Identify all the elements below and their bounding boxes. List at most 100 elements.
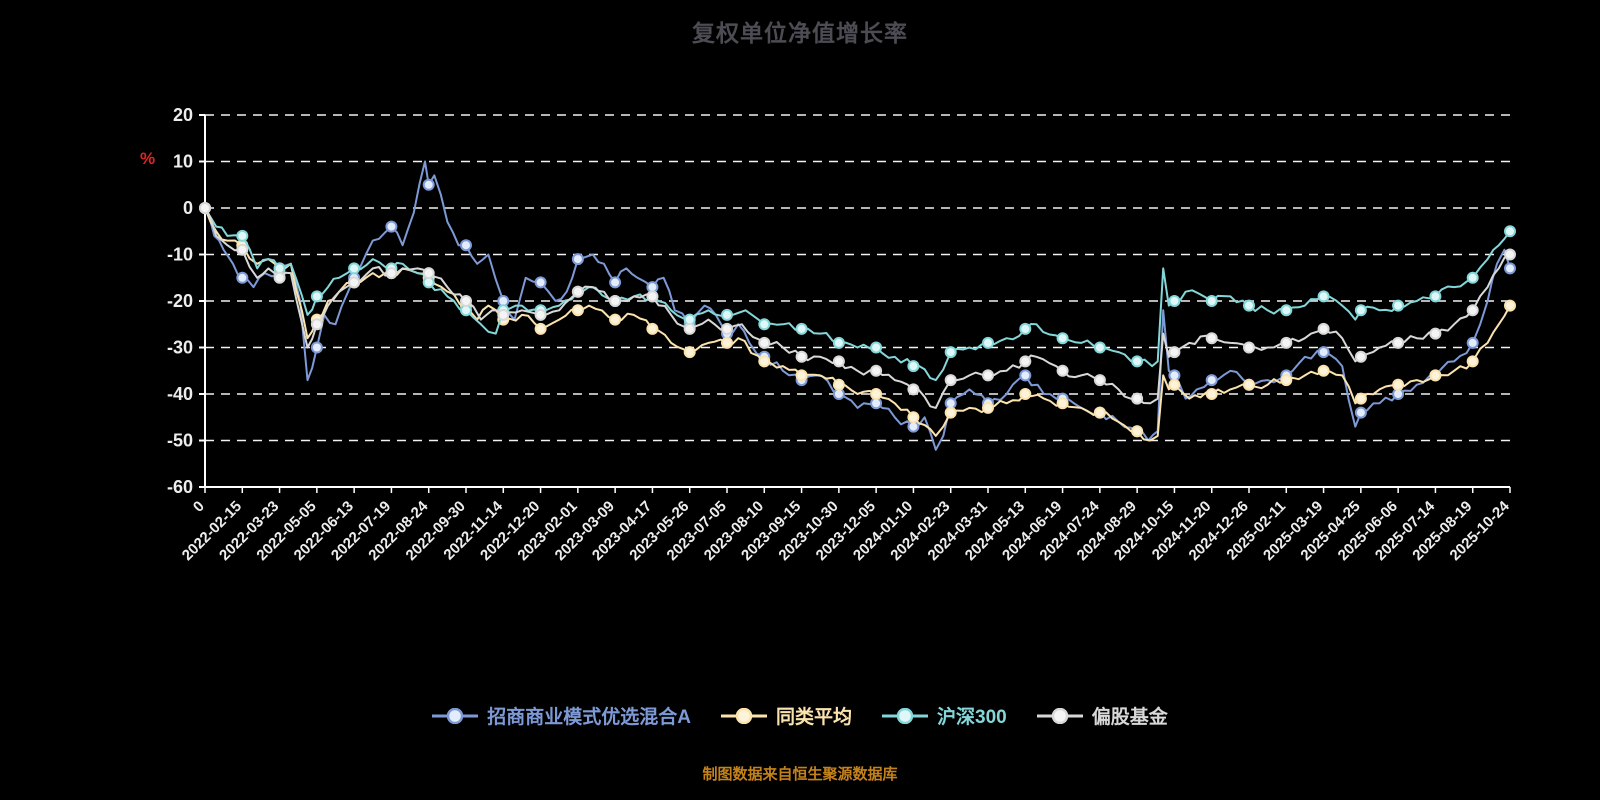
series-marker <box>1205 374 1218 387</box>
series-marker <box>1093 406 1106 419</box>
series-marker <box>646 322 659 335</box>
series-marker <box>944 374 957 387</box>
x-tick-label: 0 <box>190 498 208 516</box>
series-marker <box>1280 304 1293 317</box>
series-marker <box>1205 388 1218 400</box>
y-tick-label: -40 <box>167 384 193 404</box>
chart-title: 复权单位净值增长率 <box>692 20 908 46</box>
series-marker <box>310 318 323 331</box>
series-marker <box>1317 346 1330 359</box>
series-marker <box>460 295 472 307</box>
series-marker <box>1243 378 1255 391</box>
series-marker <box>571 304 584 317</box>
series-marker <box>1317 322 1330 335</box>
series-marker <box>385 267 398 280</box>
series-marker <box>1504 225 1516 238</box>
series-marker <box>907 383 920 396</box>
series-marker <box>721 308 733 321</box>
series-marker <box>422 267 435 280</box>
series-marker <box>721 322 733 335</box>
legend-marker-icon <box>882 707 929 724</box>
series-marker <box>1056 332 1069 345</box>
series-marker <box>534 322 547 335</box>
series-marker <box>1466 355 1479 368</box>
series-marker <box>907 411 920 424</box>
series-marker <box>1429 290 1442 303</box>
series-marker <box>348 276 361 289</box>
series-marker <box>1205 332 1218 345</box>
series-marker <box>795 322 808 335</box>
series-marker <box>1429 327 1442 340</box>
series-marker <box>1056 364 1069 377</box>
series-marker <box>1131 425 1144 438</box>
legend-marker-icon <box>721 707 767 724</box>
series-marker <box>1429 369 1442 382</box>
legend-item-3[interactable]: 偏股基金 <box>1036 702 1168 729</box>
series-marker <box>870 341 883 354</box>
series-marker <box>1056 397 1069 410</box>
series-marker <box>1019 322 1032 335</box>
y-tick-label: 0 <box>183 198 193 218</box>
series-marker <box>646 290 659 303</box>
legend-marker-icon <box>1036 707 1083 724</box>
series-marker <box>199 202 211 214</box>
series-marker <box>683 322 696 335</box>
series-marker <box>832 336 845 349</box>
legend-item-1[interactable]: 同类平均 <box>721 702 852 729</box>
series-marker <box>1504 248 1516 261</box>
series-marker <box>944 346 957 359</box>
series-marker <box>832 355 845 368</box>
series-marker <box>348 262 361 275</box>
series-marker <box>273 271 286 284</box>
series-marker <box>1354 304 1367 317</box>
series-marker <box>870 364 883 377</box>
series-marker <box>870 388 883 400</box>
series-marker <box>385 220 398 233</box>
series-marker <box>460 239 472 252</box>
legend-label: 招商商业模式优选混合A <box>487 707 691 728</box>
series-marker <box>1392 299 1405 312</box>
series-marker <box>609 276 622 289</box>
series-marker <box>1392 336 1405 349</box>
series-marker <box>982 401 994 414</box>
series-marker <box>1168 295 1181 307</box>
series-marker <box>1317 290 1330 303</box>
series-marker <box>1168 378 1181 391</box>
legend-item-2[interactable]: 沪深300 <box>882 702 1007 729</box>
series-marker <box>497 308 510 321</box>
source-note: 制图数据来自恒生聚源数据库 <box>702 766 898 783</box>
series-marker <box>1168 346 1181 359</box>
series-marker <box>1466 336 1479 349</box>
series-marker <box>1019 388 1032 400</box>
series-marker <box>721 336 733 349</box>
y-tick-label: -60 <box>167 477 193 497</box>
series-marker <box>944 406 957 419</box>
legend-item-0[interactable]: 招商商业模式优选混合A <box>432 702 691 729</box>
y-tick-label: -20 <box>167 291 193 311</box>
series-marker <box>683 346 696 359</box>
series-marker <box>1504 262 1516 275</box>
legend-label: 同类平均 <box>776 707 853 728</box>
series-marker <box>609 295 622 307</box>
series-marker <box>758 336 771 349</box>
series-line-3 <box>204 207 1511 409</box>
series-marker <box>1317 364 1330 377</box>
y-tick-label: 10 <box>173 152 193 172</box>
series-marker <box>758 355 771 368</box>
y-axis-unit-label: % <box>140 149 156 168</box>
series-marker <box>1504 299 1516 312</box>
series-marker <box>832 378 845 391</box>
series-marker <box>1131 355 1144 368</box>
series-marker <box>907 360 920 373</box>
series-line-0 <box>204 160 1511 451</box>
legend-marker-icon <box>432 707 479 724</box>
chart-canvas[interactable]: 20100-10-20-30-40-50-6002022-02-152022-0… <box>0 0 1600 700</box>
series-marker <box>795 369 808 382</box>
series-marker <box>758 318 771 331</box>
series-marker <box>571 285 584 298</box>
series-marker <box>1093 341 1106 354</box>
series-marker <box>534 276 547 289</box>
series-marker <box>1280 374 1293 387</box>
series-marker <box>310 290 323 303</box>
series-marker <box>534 308 547 321</box>
